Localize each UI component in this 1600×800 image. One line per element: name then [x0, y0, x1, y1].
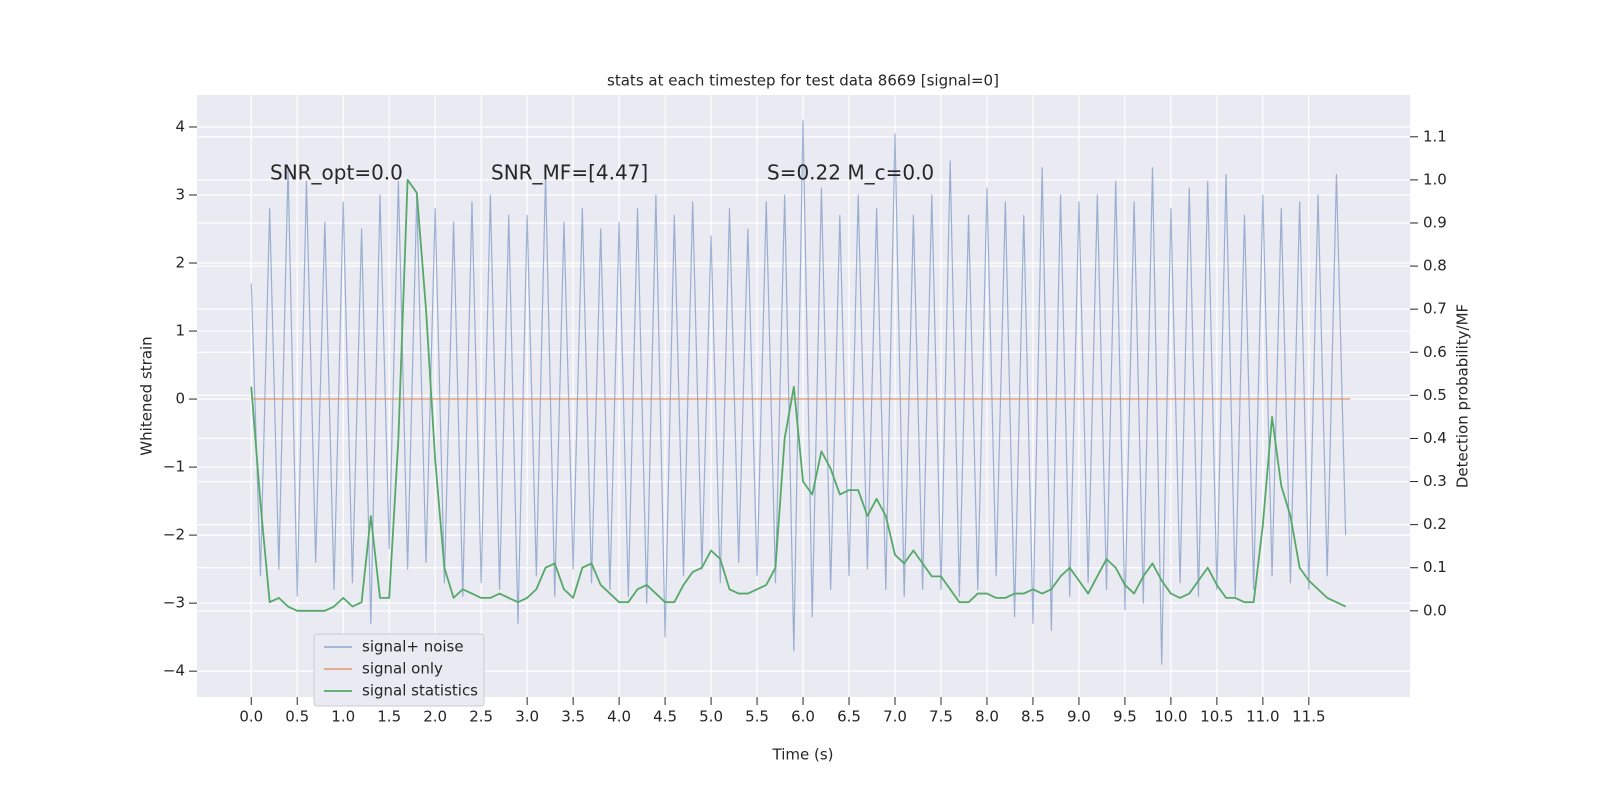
x-tick-label: 4.5 — [653, 708, 677, 726]
x-tick-label: 9.0 — [1067, 708, 1091, 726]
x-tick-label: 6.5 — [837, 708, 861, 726]
series-line — [250, 119, 1347, 665]
y-tick-label: 1 — [175, 322, 185, 340]
x-axis-label: Time (s) — [772, 746, 834, 764]
x-tick-label: 8.0 — [975, 708, 999, 726]
y-tick-label: 2 — [175, 254, 185, 272]
x-tick-label: 1.5 — [377, 708, 401, 726]
y-tick-label: −4 — [163, 662, 185, 680]
x-tick-label: 3.5 — [561, 708, 585, 726]
chart-title: stats at each timestep for test data 866… — [607, 72, 999, 90]
y2-tick-label: 0.1 — [1423, 558, 1447, 576]
legend-label: signal+ noise — [362, 638, 464, 656]
y2-tick-label: 0.6 — [1423, 343, 1447, 361]
y-tick-label: 0 — [175, 390, 185, 408]
y-tick-label: 4 — [175, 117, 185, 135]
y2-tick-label: 0.2 — [1423, 515, 1447, 533]
legend-label: signal only — [362, 660, 443, 678]
y2-tick-label: 0.3 — [1423, 472, 1447, 490]
y2-tick-label: 1.1 — [1423, 127, 1447, 145]
y-tick-label: −2 — [163, 526, 185, 544]
y2-tick-label: 0.5 — [1423, 386, 1447, 404]
legend-label: signal statistics — [362, 682, 478, 700]
x-tick-label: 11.5 — [1292, 708, 1325, 726]
y-axis-label: Whitened strain — [138, 336, 156, 455]
x-tick-label: 0.5 — [285, 708, 309, 726]
series-line — [250, 178, 1347, 612]
x-tick-label: 10.5 — [1200, 708, 1233, 726]
x-tick-label: 5.0 — [699, 708, 723, 726]
x-tick-label: 5.5 — [745, 708, 769, 726]
annotation: S=0.22 M_c=0.0 — [767, 161, 934, 185]
x-tick-label: 6.0 — [791, 708, 815, 726]
x-tick-label: 7.5 — [929, 708, 953, 726]
annotation: SNR_MF=[4.47] — [491, 161, 648, 185]
y2-tick-label: 1.0 — [1423, 170, 1447, 188]
x-tick-label: 1.0 — [331, 708, 355, 726]
x-tick-label: 4.0 — [607, 708, 631, 726]
x-tick-label: 2.5 — [469, 708, 493, 726]
y2-axis-label: Detection probability/MF — [1454, 304, 1472, 488]
x-tick-label: 7.0 — [883, 708, 907, 726]
x-tick-label: 0.0 — [239, 708, 263, 726]
x-tick-label: 8.5 — [1021, 708, 1045, 726]
x-tick-label: 11.0 — [1246, 708, 1279, 726]
y-tick-label: 3 — [175, 185, 185, 203]
legend-box — [313, 633, 485, 707]
y2-tick-label: 0.4 — [1423, 429, 1447, 447]
x-tick-label: 3.0 — [515, 708, 539, 726]
x-tick-label: 10.0 — [1154, 708, 1187, 726]
x-tick-label: 9.5 — [1113, 708, 1137, 726]
y2-tick-label: 0.9 — [1423, 213, 1447, 231]
annotation: SNR_opt=0.0 — [270, 161, 403, 185]
y-tick-label: −1 — [163, 458, 185, 476]
x-tick-label: 2.0 — [423, 708, 447, 726]
y2-tick-label: 0.0 — [1423, 601, 1447, 619]
y2-tick-label: 0.7 — [1423, 300, 1447, 318]
y-tick-label: −3 — [163, 594, 185, 612]
y2-tick-label: 0.8 — [1423, 257, 1447, 275]
